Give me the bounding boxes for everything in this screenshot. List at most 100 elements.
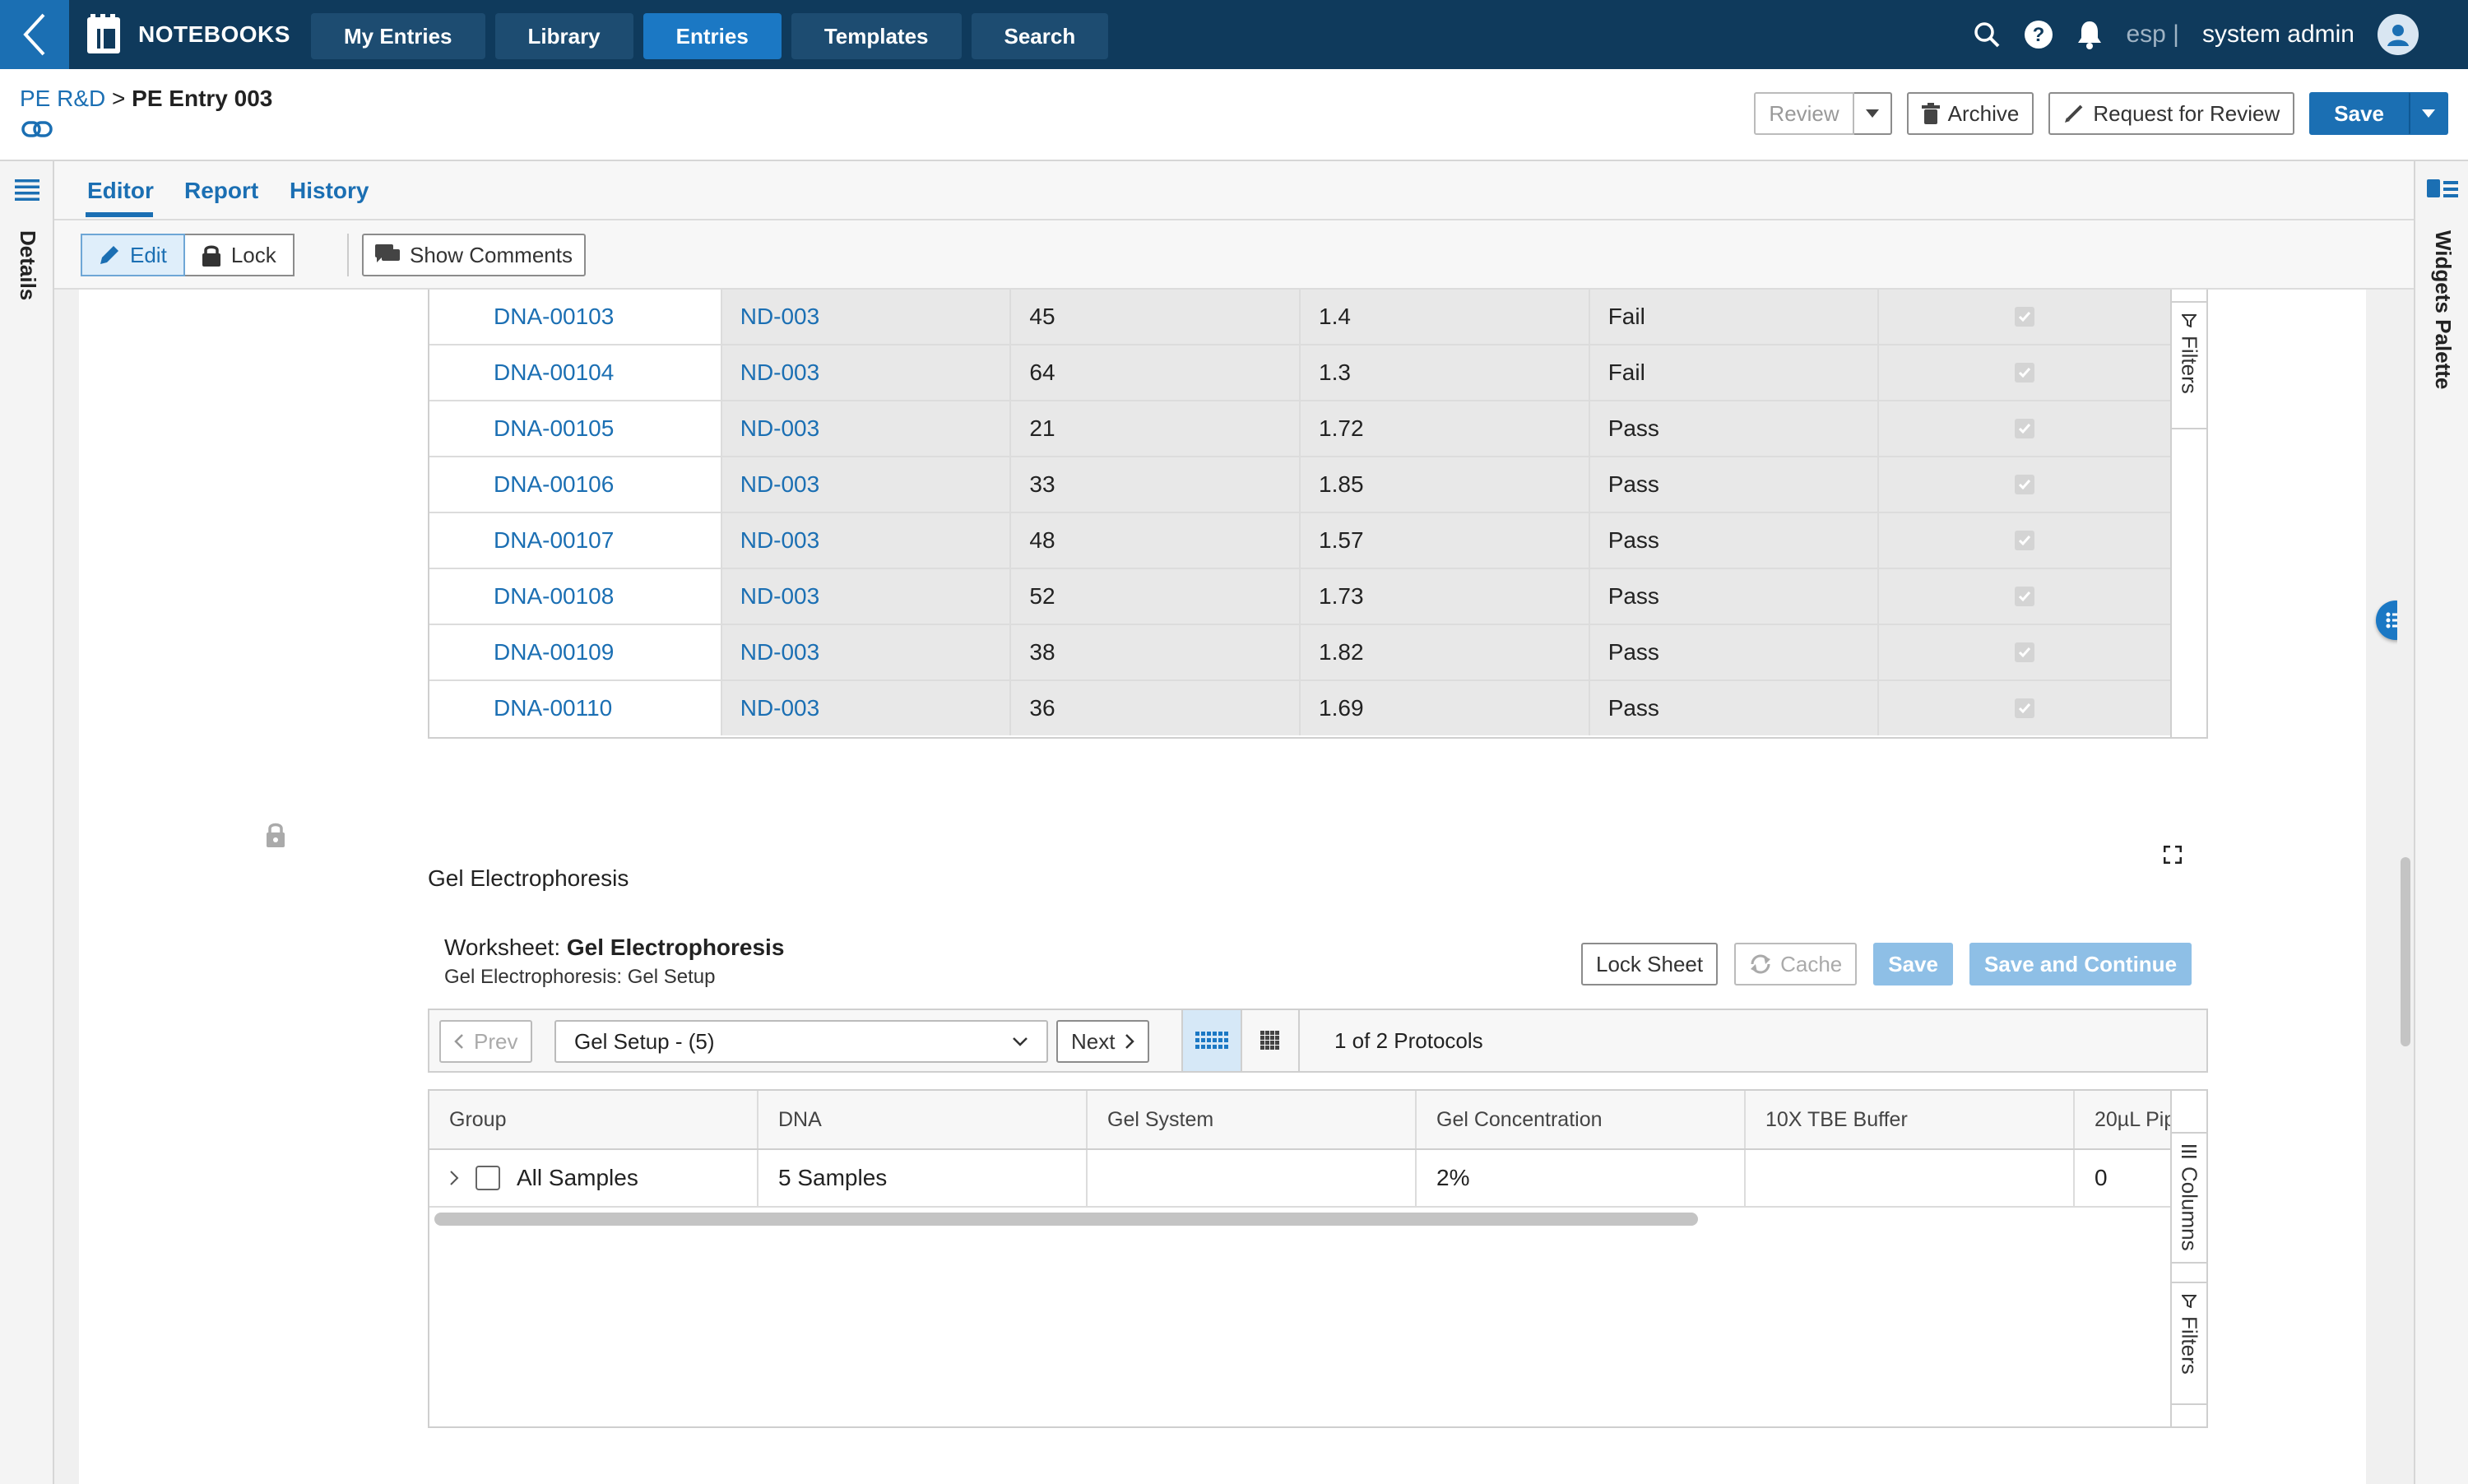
dna-id-cell[interactable]: DNA-00103 [429, 290, 722, 344]
nav-tab-my-entries[interactable]: My Entries [311, 13, 485, 59]
worksheet-save-button[interactable]: Save [1873, 943, 1953, 985]
ratio-cell[interactable]: 1.85 [1301, 457, 1590, 512]
value-cell[interactable]: 33 [1011, 457, 1301, 512]
nd-cell[interactable]: ND-003 [721, 681, 1012, 735]
table-row[interactable]: DNA-00105 ND-003 21 1.72 Pass [429, 401, 2170, 457]
filters-tab[interactable]: Filters [2172, 301, 2206, 429]
dna-id-cell[interactable]: DNA-00107 [429, 513, 722, 568]
tab-editor[interactable]: Editor [87, 178, 154, 203]
table-row[interactable]: DNA-00104 ND-003 64 1.3 Fail [429, 345, 2170, 401]
row-checkbox[interactable] [476, 1166, 500, 1190]
cache-button[interactable]: Cache [1734, 943, 1858, 985]
save-and-continue-button[interactable]: Save and Continue [1969, 943, 2192, 985]
ratio-cell[interactable]: 1.82 [1301, 625, 1590, 679]
nav-tab-templates[interactable]: Templates [791, 13, 962, 59]
scrollbar-thumb[interactable] [2401, 857, 2410, 1046]
nd-cell[interactable]: ND-003 [721, 625, 1012, 679]
table-row[interactable]: DNA-00108 ND-003 52 1.73 Pass [429, 569, 2170, 625]
dna-id-cell[interactable]: DNA-00105 [429, 401, 722, 456]
column-header[interactable]: Group [429, 1091, 758, 1148]
search-icon[interactable] [1973, 21, 2001, 49]
next-button[interactable]: Next [1056, 1020, 1150, 1063]
link-icon[interactable] [21, 120, 53, 138]
dna-id-cell[interactable]: DNA-00110 [429, 681, 722, 735]
protocol-select[interactable]: Gel Setup - (5) [554, 1020, 1048, 1063]
column-header[interactable]: DNA [758, 1091, 1088, 1148]
column-header[interactable]: 20µL Pip [2095, 1107, 2170, 1131]
review-button[interactable]: Review [1754, 92, 1854, 135]
row-view-button[interactable] [1181, 1010, 1241, 1071]
tab-history[interactable]: History [290, 178, 369, 203]
nd-cell[interactable]: ND-003 [721, 401, 1012, 456]
app-brand[interactable]: NOTEBOOKS [86, 0, 290, 69]
tab-report[interactable]: Report [184, 178, 259, 203]
nav-tab-search[interactable]: Search [971, 13, 1109, 59]
prev-button[interactable]: Prev [439, 1020, 533, 1063]
horizontal-scrollbar[interactable] [434, 1213, 1698, 1226]
details-tab[interactable]: Details [16, 230, 40, 301]
result-cell[interactable]: Pass [1589, 569, 1880, 624]
table-row[interactable]: All Samples 5 Samples 2% 0 [429, 1150, 2170, 1208]
editor-canvas[interactable]: DNA-00103 ND-003 45 1.4 Fail DNA-00104 N… [54, 290, 2414, 1484]
value-cell[interactable]: 48 [1011, 513, 1301, 568]
bell-icon[interactable] [2076, 20, 2103, 49]
expand-icon[interactable] [2164, 846, 2182, 864]
dna-id-cell[interactable]: DNA-00108 [429, 569, 722, 624]
show-comments-button[interactable]: Show Comments [362, 234, 586, 276]
nav-tab-entries[interactable]: Entries [643, 13, 782, 59]
table-row[interactable]: DNA-00110 ND-003 36 1.69 Pass [429, 681, 2170, 737]
nd-cell[interactable]: ND-003 [721, 457, 1012, 512]
gel-system-cell[interactable] [1088, 1150, 1417, 1206]
locale-label[interactable]: esp | [2126, 21, 2179, 48]
result-cell[interactable]: Pass [1589, 457, 1880, 512]
pipette-cell[interactable]: 0 [2095, 1165, 2108, 1190]
archive-button[interactable]: Archive [1906, 92, 2034, 135]
lock-icon[interactable] [265, 821, 286, 847]
edit-button[interactable]: Edit [81, 234, 185, 276]
back-button[interactable] [0, 0, 69, 69]
nd-cell[interactable]: ND-003 [721, 345, 1012, 400]
columns-tab[interactable]: Columns [2172, 1132, 2206, 1264]
chevron-right-icon[interactable] [449, 1170, 459, 1186]
dna-id-cell[interactable]: DNA-00106 [429, 457, 722, 512]
save-dropdown-button[interactable] [2409, 92, 2448, 135]
review-dropdown-button[interactable] [1853, 92, 1892, 135]
value-cell[interactable]: 21 [1011, 401, 1301, 456]
table-row[interactable]: DNA-00103 ND-003 45 1.4 Fail [429, 290, 2170, 345]
column-header[interactable]: 10X TBE Buffer [1746, 1091, 2075, 1148]
nd-cell[interactable]: ND-003 [721, 290, 1012, 344]
dna-id-cell[interactable]: DNA-00104 [429, 345, 722, 400]
result-cell[interactable]: Pass [1589, 401, 1880, 456]
column-header[interactable]: Gel System [1088, 1091, 1417, 1148]
table-row[interactable]: DNA-00109 ND-003 38 1.82 Pass [429, 625, 2170, 681]
group-cell[interactable]: All Samples [429, 1150, 758, 1206]
breadcrumb-parent[interactable]: PE R&D [20, 86, 106, 111]
value-cell[interactable]: 52 [1011, 569, 1301, 624]
help-icon[interactable]: ? [2024, 20, 2053, 49]
nav-tab-library[interactable]: Library [494, 13, 633, 59]
ratio-cell[interactable]: 1.3 [1301, 345, 1590, 400]
filters-tab[interactable]: Filters [2172, 1282, 2206, 1405]
result-cell[interactable]: Pass [1589, 681, 1880, 735]
result-cell[interactable]: Pass [1589, 513, 1880, 568]
dna-id-cell[interactable]: DNA-00109 [429, 625, 722, 679]
lock-button[interactable]: Lock [184, 234, 295, 276]
ratio-cell[interactable]: 1.4 [1301, 290, 1590, 344]
nd-cell[interactable]: ND-003 [721, 569, 1012, 624]
menu-list-icon[interactable] [15, 179, 39, 201]
lock-sheet-button[interactable]: Lock Sheet [1581, 943, 1719, 985]
vertical-scrollbar[interactable] [2397, 290, 2414, 1484]
save-button[interactable]: Save [2309, 92, 2409, 135]
widgets-palette-tab[interactable]: Widgets Palette [2431, 230, 2456, 390]
result-cell[interactable]: Pass [1589, 625, 1880, 679]
avatar[interactable] [2378, 14, 2419, 55]
column-header[interactable]: Gel Concentration [1417, 1091, 1746, 1148]
ratio-cell[interactable]: 1.69 [1301, 681, 1590, 735]
value-cell[interactable]: 64 [1011, 345, 1301, 400]
tbe-buffer-cell[interactable] [1746, 1150, 2075, 1206]
table-row[interactable]: DNA-00107 ND-003 48 1.57 Pass [429, 513, 2170, 569]
result-cell[interactable]: Fail [1589, 345, 1880, 400]
table-row[interactable]: DNA-00106 ND-003 33 1.85 Pass [429, 457, 2170, 513]
nd-cell[interactable]: ND-003 [721, 513, 1012, 568]
value-cell[interactable]: 36 [1011, 681, 1301, 735]
